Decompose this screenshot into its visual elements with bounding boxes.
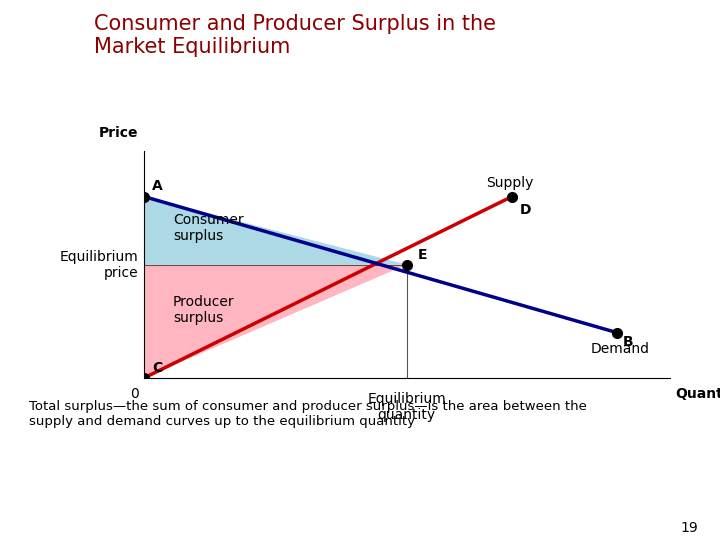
Text: Supply: Supply bbox=[485, 176, 533, 190]
Text: A: A bbox=[152, 179, 163, 193]
Text: Total surplus—the sum of consumer and producer surplus—is the area between the
s: Total surplus—the sum of consumer and pr… bbox=[29, 400, 587, 428]
Polygon shape bbox=[144, 197, 407, 265]
Polygon shape bbox=[144, 265, 407, 378]
Text: Demand: Demand bbox=[590, 341, 649, 355]
Text: Price: Price bbox=[99, 126, 139, 140]
Text: E: E bbox=[418, 248, 427, 262]
Text: 0: 0 bbox=[130, 387, 139, 401]
Text: C: C bbox=[152, 361, 162, 375]
Text: Consumer and Producer Surplus in the
Market Equilibrium: Consumer and Producer Surplus in the Mar… bbox=[94, 14, 495, 57]
Text: Consumer
surplus: Consumer surplus bbox=[173, 213, 243, 244]
Text: 19: 19 bbox=[680, 521, 698, 535]
Text: Equilibrium
price: Equilibrium price bbox=[60, 249, 139, 280]
Text: B: B bbox=[622, 335, 633, 349]
Text: Quantity: Quantity bbox=[675, 387, 720, 401]
Text: Producer
surplus: Producer surplus bbox=[173, 295, 235, 325]
Text: D: D bbox=[520, 204, 531, 218]
Text: Equilibrium
quantity: Equilibrium quantity bbox=[367, 392, 446, 422]
